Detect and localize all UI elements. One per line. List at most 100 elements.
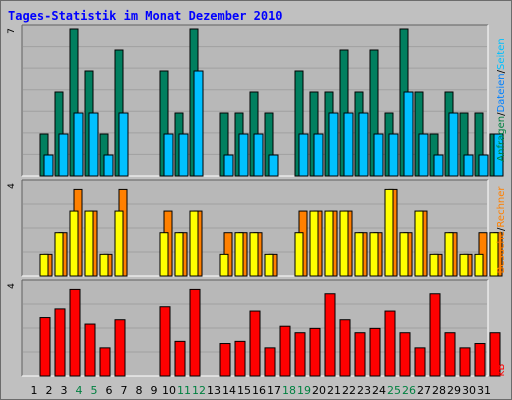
x-tick-label: 7 bbox=[121, 384, 128, 397]
right-label-part: Seiten bbox=[496, 38, 507, 70]
right-label-part: Besuche bbox=[496, 231, 507, 274]
x-tick-label: 25 bbox=[387, 384, 401, 397]
x-tick-label: 23 bbox=[357, 384, 371, 397]
x-tick-label: 30 bbox=[462, 384, 476, 397]
x-tick-label: 16 bbox=[252, 384, 266, 397]
bar-kb bbox=[249, 310, 261, 377]
bar-rechner bbox=[249, 232, 259, 277]
bar-dateien bbox=[163, 133, 174, 177]
x-tick-label: 13 bbox=[207, 384, 221, 397]
bar-kb bbox=[444, 332, 456, 377]
bar-kb bbox=[474, 343, 486, 377]
bar-rechner bbox=[354, 232, 364, 277]
x-tick-label: 6 bbox=[106, 384, 113, 397]
right-label-besuche-rechner: Besuche/Rechner bbox=[496, 186, 507, 274]
bar-kb bbox=[84, 323, 96, 377]
x-tick-label: 14 bbox=[222, 384, 236, 397]
right-label-part: Rechner bbox=[496, 186, 507, 228]
bar-rechner bbox=[39, 253, 49, 277]
bar-dateien bbox=[73, 112, 84, 177]
bar-kb bbox=[279, 325, 291, 377]
x-tick-label: 27 bbox=[417, 384, 431, 397]
bar-kb bbox=[219, 343, 231, 377]
bar-kb bbox=[399, 332, 411, 377]
bar-kb bbox=[54, 308, 66, 377]
bar-rechner bbox=[474, 253, 484, 277]
bar-kb bbox=[489, 332, 501, 377]
x-tick-label: 5 bbox=[91, 384, 98, 397]
bar-rechner bbox=[384, 188, 394, 277]
bar-kb bbox=[459, 347, 471, 377]
bar-kb bbox=[429, 293, 441, 377]
bar-dateien bbox=[253, 133, 264, 177]
bar-rechner bbox=[219, 253, 229, 277]
x-tick-label: 24 bbox=[372, 384, 386, 397]
bar-dateien bbox=[223, 154, 234, 177]
bar-kb bbox=[189, 288, 201, 377]
ytick-middle: 4 bbox=[7, 183, 17, 189]
right-label-part: / bbox=[496, 227, 507, 231]
bar-kb bbox=[354, 332, 366, 377]
x-tick-label: 19 bbox=[297, 384, 311, 397]
bar-kb bbox=[294, 332, 306, 377]
bar-dateien bbox=[463, 154, 474, 177]
x-tick-label: 18 bbox=[282, 384, 296, 397]
bar-dateien bbox=[448, 112, 459, 177]
bar-dateien bbox=[343, 112, 354, 177]
chart-title: Tages-Statistik im Monat Dezember 2010 bbox=[8, 9, 283, 23]
bar-dateien bbox=[58, 133, 69, 177]
bar-dateien bbox=[328, 112, 339, 177]
x-tick-label: 26 bbox=[402, 384, 416, 397]
bar-dateien bbox=[88, 112, 99, 177]
bar-dateien bbox=[178, 133, 189, 177]
x-tick-label: 28 bbox=[432, 384, 446, 397]
right-label-part: Dateien bbox=[496, 73, 507, 112]
bar-kb bbox=[324, 293, 336, 377]
bar-rechner bbox=[324, 210, 334, 277]
bar-kb bbox=[99, 347, 111, 377]
bar-dateien bbox=[268, 154, 279, 177]
bar-kb bbox=[114, 319, 126, 377]
right-label-anfragen-dateien-seiten: Anfragen/Dateien/Seiten bbox=[496, 38, 507, 161]
bar-dateien bbox=[43, 154, 54, 177]
bar-dateien bbox=[238, 133, 249, 177]
bar-kb bbox=[39, 317, 51, 377]
ytick-top: 7 bbox=[7, 28, 17, 34]
bar-rechner bbox=[189, 210, 199, 277]
bar-dateien bbox=[193, 70, 204, 177]
right-label-part: / bbox=[496, 69, 507, 73]
x-tick-label: 11 bbox=[177, 384, 191, 397]
bar-rechner bbox=[444, 232, 454, 277]
x-tick-label: 31 bbox=[477, 384, 491, 397]
bar-dateien bbox=[403, 91, 414, 177]
x-tick-label: 9 bbox=[151, 384, 158, 397]
bar-dateien bbox=[433, 154, 444, 177]
bar-kb bbox=[384, 310, 396, 377]
x-tick-label: 22 bbox=[342, 384, 356, 397]
bar-dateien bbox=[373, 133, 384, 177]
bar-dateien bbox=[103, 154, 114, 177]
x-tick-label: 15 bbox=[237, 384, 251, 397]
x-tick-label: 20 bbox=[312, 384, 326, 397]
bar-kb bbox=[234, 340, 246, 377]
bar-dateien bbox=[388, 133, 399, 177]
bar-dateien bbox=[298, 133, 309, 177]
bar-rechner bbox=[114, 210, 124, 277]
bar-rechner bbox=[459, 253, 469, 277]
bar-rechner bbox=[99, 253, 109, 277]
bar-dateien bbox=[118, 112, 129, 177]
bar-kb bbox=[414, 347, 426, 377]
bar-dateien bbox=[418, 133, 429, 177]
ytick-bottom: 4 bbox=[7, 283, 17, 289]
bar-kb bbox=[339, 319, 351, 377]
right-label-part: Anfragen bbox=[496, 116, 507, 162]
bar-rechner bbox=[399, 232, 409, 277]
bar-dateien bbox=[493, 133, 504, 177]
bar-rechner bbox=[489, 232, 499, 277]
bar-dateien bbox=[358, 112, 369, 177]
bar-kb bbox=[69, 288, 81, 377]
bar-dateien bbox=[478, 154, 489, 177]
bar-rechner bbox=[54, 232, 64, 277]
bar-rechner bbox=[69, 210, 79, 277]
